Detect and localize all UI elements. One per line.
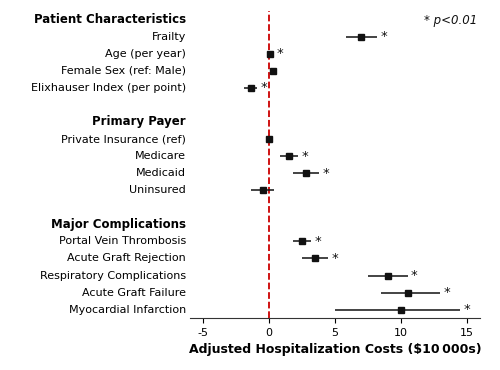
Text: *: * <box>380 30 387 43</box>
Text: *: * <box>444 286 450 299</box>
Text: *: * <box>332 252 338 265</box>
Text: Major Complications: Major Complications <box>51 218 186 231</box>
Text: Frailty: Frailty <box>152 32 186 42</box>
Text: Portal Vein Thrombosis: Portal Vein Thrombosis <box>59 236 186 246</box>
Text: *: * <box>411 269 418 282</box>
Text: Patient Characteristics: Patient Characteristics <box>34 13 186 26</box>
X-axis label: Adjusted Hospitalization Costs ($10 000s): Adjusted Hospitalization Costs ($10 000s… <box>188 343 482 356</box>
Text: *: * <box>260 81 268 94</box>
Text: Uninsured: Uninsured <box>130 185 186 195</box>
Text: *: * <box>464 303 470 316</box>
Text: *: * <box>302 149 308 163</box>
Text: Medicare: Medicare <box>135 151 186 161</box>
Text: Myocardial Infarction: Myocardial Infarction <box>69 305 186 314</box>
Text: Medicaid: Medicaid <box>136 168 186 178</box>
Text: Primary Payer: Primary Payer <box>92 115 186 128</box>
Text: Age (per year): Age (per year) <box>105 49 186 59</box>
Text: Female Sex (ref: Male): Female Sex (ref: Male) <box>61 66 186 76</box>
Text: Respiratory Complications: Respiratory Complications <box>40 270 186 280</box>
Text: Elixhauser Index (per point): Elixhauser Index (per point) <box>31 83 186 93</box>
Text: * p<0.01: * p<0.01 <box>424 14 477 27</box>
Text: Private Insurance (ref): Private Insurance (ref) <box>61 134 186 144</box>
Text: Acute Graft Rejection: Acute Graft Rejection <box>68 253 186 263</box>
Text: *: * <box>322 166 329 180</box>
Text: *: * <box>314 235 322 248</box>
Text: Acute Graft Failure: Acute Graft Failure <box>82 287 186 297</box>
Text: *: * <box>277 47 284 60</box>
